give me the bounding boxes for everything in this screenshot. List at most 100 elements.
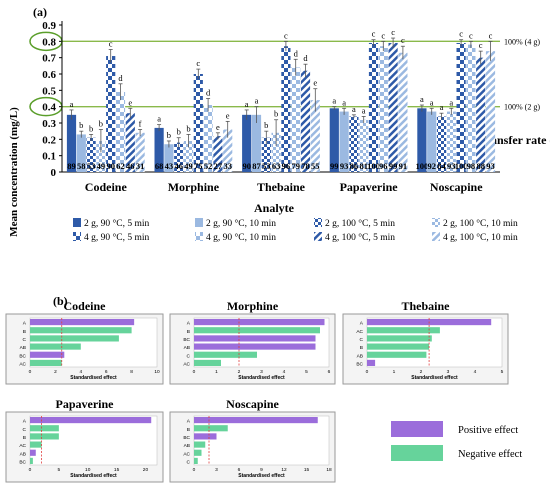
significance-letter: a (157, 114, 161, 124)
significance-letter: a (440, 102, 444, 112)
bar (223, 129, 233, 172)
bar (242, 114, 252, 172)
bar (135, 132, 145, 172)
significance-letter: a (255, 96, 259, 106)
effect-bar-label: AC (183, 451, 190, 457)
effect-x-tick-label: 5 (501, 369, 504, 375)
effect-bar-label: AB (184, 443, 190, 449)
bar (300, 70, 311, 172)
y-tick-label: 0.6 (42, 69, 56, 81)
effect-bar (194, 441, 206, 448)
effect-x-tick-label: 3 (215, 467, 218, 473)
effect-bar (30, 449, 36, 456)
transfer-rate-label: 78 (301, 161, 310, 171)
category-label: Papaverine (340, 180, 399, 194)
bar (66, 114, 77, 172)
panel-a-plot: 0 0.1 0.2 0.3 0.4 0.5 0.6 0.7 0.8 0.9 100% (4 g) 10… (29, 20, 540, 194)
bar (476, 57, 486, 172)
effect-bar-label: AC (183, 361, 190, 367)
transfer-rate-label: 43 (165, 161, 174, 171)
legend-swatch (195, 218, 203, 227)
effect-plot-title: Codeine (64, 299, 107, 313)
transfer-rate-label: 53 (262, 161, 271, 171)
bar (203, 105, 213, 172)
transfer-rate-label: 100 (367, 161, 380, 171)
effect-bar (194, 359, 221, 366)
effect-plot-area (193, 317, 330, 368)
reference-line-label: 100% (2 g) (504, 103, 540, 112)
bar (154, 127, 164, 172)
effect-x-tick-label: 18 (326, 467, 332, 473)
significance-letter: c (391, 27, 395, 37)
transfer-rate-label: 87 (252, 161, 261, 171)
bar (446, 111, 456, 172)
effect-x-tick-label: 4 (474, 369, 477, 375)
effect-x-tick-label: 3 (260, 369, 263, 375)
significance-letter: b (89, 123, 93, 133)
effect-x-tick-label: 0 (193, 467, 196, 473)
category-label: Codeine (85, 180, 128, 194)
effect-plot-title: Thebaine (401, 299, 450, 313)
transfer-rate-label: 100 (455, 161, 468, 171)
y-tick-label: 0.4 (42, 102, 56, 114)
effect-bar-label: A (23, 419, 27, 425)
effect-x-tick-label: 0 (29, 467, 32, 473)
effect-bar-label: AC (19, 443, 26, 449)
significance-letter: a (352, 104, 356, 114)
legend-swatch (314, 232, 322, 241)
transfer-rate-label: 93 (340, 161, 349, 171)
bar (427, 111, 437, 172)
legend-entry: 2 g, 100 °C, 5 min (325, 218, 395, 229)
bar (125, 113, 135, 172)
transfer-rate-label: 75 (194, 161, 203, 171)
effect-bar (30, 335, 119, 342)
significance-letter: c (459, 29, 463, 39)
legend-swatch (195, 232, 203, 241)
effect-bar (30, 433, 59, 440)
effect-bar-label: A (187, 419, 191, 425)
significance-letter: b (79, 120, 83, 130)
effect-x-tick-label: 1 (393, 369, 396, 375)
transfer-rate-label: Transfer rate (%) (479, 133, 550, 147)
legend-entry: 4 g, 90 °C, 5 min (84, 232, 150, 243)
effect-x-axis-label: Standardised effect (238, 375, 285, 381)
bar (417, 108, 427, 172)
significance-letter: c (469, 30, 473, 40)
effect-x-tick-label: 2 (54, 369, 57, 375)
effect-x-tick-label: 9 (260, 467, 263, 473)
effect-x-tick-label: 2 (420, 369, 423, 375)
effect-plot-title: Papaverine (56, 397, 115, 411)
effect-x-tick-label: 20 (143, 467, 149, 473)
legend-entry: 2 g, 90 °C, 5 min (84, 218, 150, 229)
effect-bar (194, 425, 228, 432)
effect-x-tick-label: 5 (58, 467, 61, 473)
y-tick-label: 0 (51, 167, 57, 179)
effect-bar (30, 351, 65, 358)
positive-effect-swatch (391, 421, 443, 437)
effect-bar-label: B (23, 435, 26, 441)
legend-entry: 4 g, 90 °C, 10 min (206, 232, 276, 243)
effect-bar-label: C (23, 337, 27, 343)
transfer-rate-label: 52 (204, 161, 213, 171)
effect-x-tick-label: 0 (193, 369, 196, 375)
bar (466, 44, 476, 172)
effect-plot-title: Noscapine (226, 397, 279, 411)
bar (310, 100, 320, 172)
significance-letter: b (167, 130, 171, 140)
bar (115, 91, 126, 172)
effect-plot-area (193, 415, 330, 466)
effect-bar-label: C (187, 353, 191, 359)
y-tick-label: 0.8 (42, 36, 56, 48)
effect-bar-label: C (187, 459, 191, 465)
significance-letter: a (70, 99, 74, 109)
transfer-rate-label: 98 (467, 161, 476, 171)
bar (349, 116, 359, 172)
significance-letter: f (139, 119, 142, 129)
effect-bar (194, 449, 202, 456)
negative-effect-label: Negative effect (458, 449, 522, 460)
significance-letter: a (342, 97, 346, 107)
effect-x-tick-label: 3 (447, 369, 450, 375)
transfer-rate-label: 81 (359, 161, 368, 171)
significance-letter: e (128, 97, 132, 107)
effect-bar (194, 417, 318, 424)
